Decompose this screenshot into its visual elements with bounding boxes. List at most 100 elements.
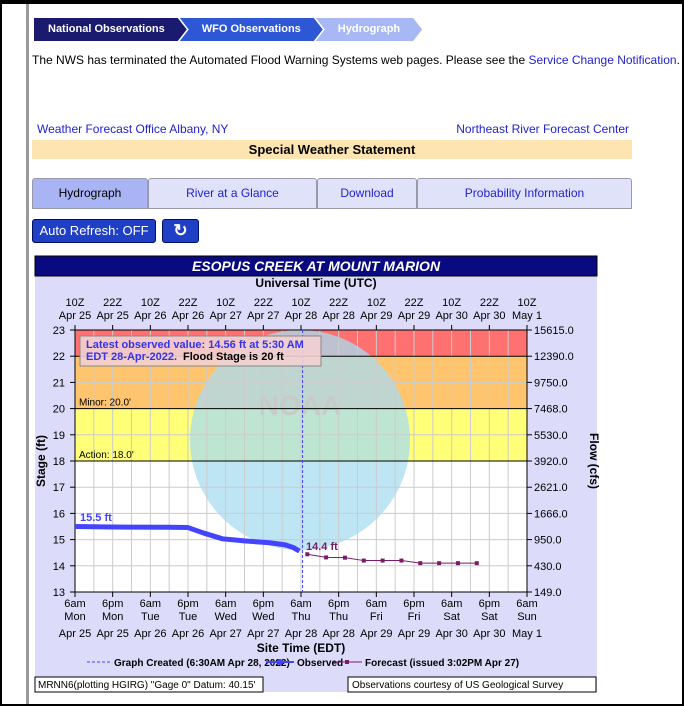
forecast-line (307, 553, 477, 564)
top-axis-label: Universal Time (UTC) (255, 276, 376, 290)
forecast-label: 14.4 ft (306, 541, 338, 553)
bottom-tick-date: Apr 26 (172, 628, 204, 640)
special-weather-statement[interactable]: Special Weather Statement (32, 140, 632, 159)
y2-tick-label: 3920.0 (534, 456, 568, 468)
y-tick-label: 23 (53, 325, 65, 337)
forecast-point (399, 558, 404, 563)
bottom-tick-time: 6pm (177, 598, 198, 610)
bottom-tick-time: 6am (366, 598, 387, 610)
y-tick-label: 18 (53, 456, 65, 468)
bottom-tick-time: 6pm (479, 598, 500, 610)
bottom-tick-day: Thu (329, 611, 348, 623)
x-axis-label: Site Time (EDT) (257, 641, 345, 655)
auto-refresh-button[interactable]: Auto Refresh: OFF (32, 219, 156, 243)
bottom-tick-day: Sat (481, 611, 498, 623)
bottom-tick-time: 6am (215, 598, 236, 610)
bottom-tick-date: Apr 27 (209, 628, 241, 640)
top-tick-date: Apr 28 (285, 310, 317, 322)
top-tick-label: 10Z (442, 297, 461, 309)
y-tick-label: 16 (53, 508, 65, 520)
top-tick-label: 22Z (329, 297, 348, 309)
y2-tick-label: 2621.0 (534, 482, 568, 494)
scrollbar[interactable] (26, 4, 29, 704)
bottom-tick-date: Apr 27 (247, 628, 279, 640)
tab-river-at-a-glance[interactable]: River at a Glance (148, 178, 317, 209)
top-tick-label: 10Z (292, 297, 311, 309)
bottom-tick-time: 6am (516, 598, 537, 610)
bottom-tick-day: Wed (252, 611, 274, 623)
forecast-point (305, 552, 310, 557)
top-tick-label: 10Z (216, 297, 235, 309)
y2-tick-label: 12390.0 (534, 351, 574, 363)
y2-axis-label: Flow (cfs) (587, 433, 601, 489)
latest-value-line2: EDT 28-Apr-2022. (86, 351, 177, 363)
breadcrumb-national[interactable]: National Observations (34, 18, 187, 41)
bottom-tick-time: 6am (290, 598, 311, 610)
top-tick-date: Apr 25 (96, 310, 128, 322)
flood-stage-text: Flood Stage is 20 ft (183, 351, 284, 363)
forecast-point (437, 561, 442, 566)
y2-tick-label: 149.0 (534, 587, 562, 599)
tab-download[interactable]: Download (317, 178, 417, 209)
bottom-tick-date: Apr 25 (59, 628, 91, 640)
breadcrumb-wfo[interactable]: WFO Observations (180, 18, 323, 41)
breadcrumb-hydrograph[interactable]: Hydrograph (316, 18, 422, 41)
tab-hydrograph[interactable]: Hydrograph (32, 178, 148, 209)
top-tick-date: Apr 27 (209, 310, 241, 322)
top-tick-label: 10Z (66, 297, 85, 309)
top-tick-label: 22Z (103, 297, 122, 309)
bottom-tick-time: 6pm (253, 598, 274, 610)
y2-tick-label: 430.0 (534, 561, 562, 573)
service-change-link[interactable]: Service Change Notification (528, 53, 677, 67)
y2-tick-label: 5530.0 (534, 430, 568, 442)
rfc-link[interactable]: Northeast River Forecast Center (456, 122, 629, 136)
forecast-point (455, 561, 460, 566)
bottom-tick-day: Fri (370, 611, 383, 623)
bottom-tick-day: Sun (517, 611, 537, 623)
bottom-tick-day: Mon (64, 611, 85, 623)
y-tick-label: 19 (53, 430, 65, 442)
legend-observed: Observed (297, 658, 343, 669)
top-tick-date: Apr 29 (360, 310, 392, 322)
y2-tick-label: 1666.0 (534, 508, 568, 520)
top-tick-date: Apr 26 (134, 310, 166, 322)
observed-line (74, 524, 301, 554)
top-tick-label: 10Z (518, 297, 537, 309)
notice: The NWS has terminated the Automated Flo… (32, 53, 680, 67)
refresh-icon: ↻ (173, 221, 188, 240)
latest-value-line1: Latest observed value: 14.56 ft at 5:30 … (86, 339, 304, 351)
y-axis-label: Stage (ft) (34, 435, 48, 487)
legend-created: Graph Created (6:30AM Apr 28, 2022) (114, 658, 290, 669)
forecast-point (361, 558, 366, 563)
bottom-tick-time: 6pm (403, 598, 424, 610)
bottom-tick-time: 6am (64, 598, 85, 610)
top-tick-date: Apr 25 (59, 310, 91, 322)
top-tick-label: 22Z (179, 297, 198, 309)
tab-probability[interactable]: Probability Information (417, 178, 632, 209)
refresh-button[interactable]: ↻ (162, 219, 199, 243)
bottom-tick-day: Fri (408, 611, 421, 623)
y2-tick-label: 950.0 (534, 535, 562, 547)
top-tick-date: Apr 28 (322, 310, 354, 322)
legend-observed-marker (277, 659, 283, 665)
bottom-tick-date: Apr 29 (398, 628, 430, 640)
notice-text: The NWS has terminated the Automated Flo… (32, 53, 529, 67)
bottom-tick-date: Apr 28 (285, 628, 317, 640)
observed-label: 15.5 ft (80, 512, 112, 524)
footer-left: MRNN6(plotting HGIRG) "Gage 0" Datum: 40… (38, 680, 256, 691)
top-tick-date: May 1 (512, 310, 542, 322)
bottom-tick-date: Apr 30 (435, 628, 467, 640)
chart-title: ESOPUS CREEK AT MOUNT MARION (192, 258, 441, 274)
bottom-tick-time: 6pm (102, 598, 123, 610)
band-label: Action: 18.0' (79, 450, 134, 461)
top-tick-date: Apr 29 (398, 310, 430, 322)
y-tick-label: 13 (53, 587, 65, 599)
bottom-tick-time: 6am (140, 598, 161, 610)
breadcrumb: National Observations WFO Observations H… (34, 18, 415, 41)
wfo-link[interactable]: Weather Forecast Office Albany, NY (37, 122, 229, 136)
forecast-point (342, 555, 347, 560)
top-tick-label: 22Z (480, 297, 499, 309)
band-label: Minor: 20.0' (79, 398, 131, 409)
forecast-point (380, 558, 385, 563)
